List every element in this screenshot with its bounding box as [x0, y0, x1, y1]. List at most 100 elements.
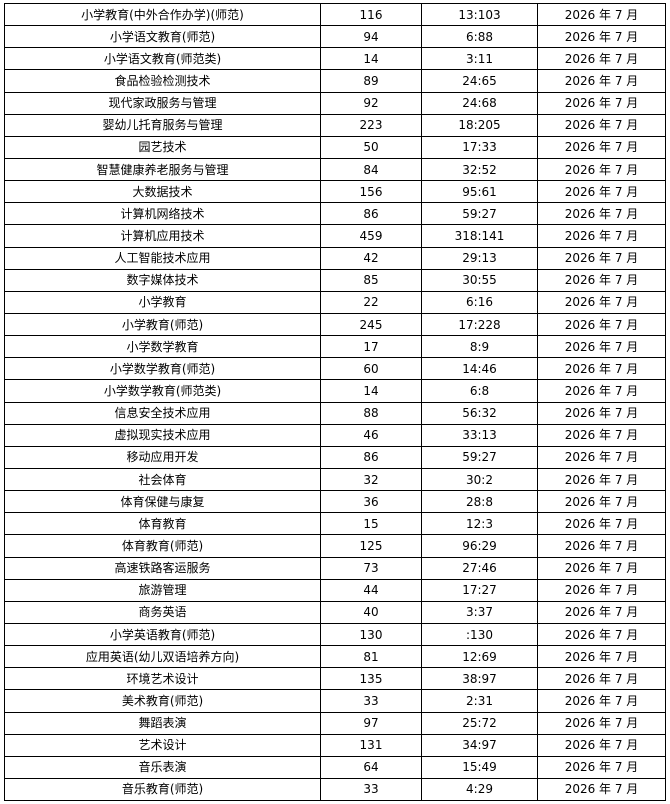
graduation-date-cell: 2026 年 7 月 — [537, 224, 666, 248]
count-cell: 81 — [320, 645, 422, 669]
major-name-cell: 大数据技术 — [4, 180, 321, 204]
ratio-cell: 6:8 — [421, 379, 538, 403]
major-name-cell: 艺术设计 — [4, 733, 321, 757]
ratio-cell: 15:49 — [421, 755, 538, 779]
table-row: 小学教育 22 6:16 2026 年 7 月 — [4, 290, 666, 314]
ratio-cell: 13:103 — [421, 2, 538, 27]
major-name-cell: 小学教育 — [4, 290, 321, 314]
count-cell: 33 — [320, 777, 422, 802]
major-name-cell: 小学教育(中外合作办学)(师范) — [4, 2, 321, 27]
count-cell: 73 — [320, 556, 422, 580]
graduation-date-cell: 2026 年 7 月 — [537, 556, 666, 580]
ratio-cell: 30:2 — [421, 467, 538, 492]
table-row: 食品检验检测技术 89 24:65 2026 年 7 月 — [4, 69, 666, 93]
graduation-date-cell: 2026 年 7 月 — [537, 379, 666, 403]
ratio-cell: 59:27 — [421, 445, 538, 469]
graduation-date-cell: 2026 年 7 月 — [537, 490, 666, 514]
graduation-date-cell: 2026 年 7 月 — [537, 69, 666, 93]
major-name-cell: 人工智能技术应用 — [4, 246, 321, 270]
table-row: 商务英语 40 3:37 2026 年 7 月 — [4, 600, 666, 624]
table-row: 小学教育(师范) 245 17:228 2026 年 7 月 — [4, 312, 666, 337]
count-cell: 84 — [320, 157, 422, 182]
major-name-cell: 信息安全技术应用 — [4, 401, 321, 425]
count-cell: 97 — [320, 711, 422, 735]
count-cell: 459 — [320, 224, 422, 248]
ratio-cell: 4:29 — [421, 777, 538, 802]
count-cell: 85 — [320, 268, 422, 292]
graduation-date-cell: 2026 年 7 月 — [537, 733, 666, 757]
ratio-cell: 3:37 — [421, 600, 538, 624]
major-name-cell: 体育教育(师范) — [4, 534, 321, 558]
graduation-date-cell: 2026 年 7 月 — [537, 268, 666, 292]
major-name-cell: 小学语文教育(师范) — [4, 25, 321, 49]
count-cell: 245 — [320, 312, 422, 337]
major-name-cell: 体育教育 — [4, 512, 321, 536]
graduation-date-cell: 2026 年 7 月 — [537, 667, 666, 691]
count-cell: 88 — [320, 401, 422, 425]
major-name-cell: 数字媒体技术 — [4, 268, 321, 292]
major-name-cell: 婴幼儿托育服务与管理 — [4, 113, 321, 137]
major-name-cell: 社会体育 — [4, 467, 321, 492]
ratio-cell: 34:97 — [421, 733, 538, 757]
major-name-cell: 虚拟现实技术应用 — [4, 423, 321, 447]
ratio-cell: 2:31 — [421, 689, 538, 713]
ratio-cell: 6:16 — [421, 290, 538, 314]
ratio-cell: 17:228 — [421, 312, 538, 337]
count-cell: 15 — [320, 512, 422, 536]
graduation-date-cell: 2026 年 7 月 — [537, 357, 666, 381]
table-row: 体育保健与康复 36 28:8 2026 年 7 月 — [4, 490, 666, 514]
graduation-date-cell: 2026 年 7 月 — [537, 600, 666, 624]
table-row: 音乐教育(师范) 33 4:29 2026 年 7 月 — [4, 777, 666, 802]
ratio-cell: 6:88 — [421, 25, 538, 49]
table-row: 婴幼儿托育服务与管理 223 18:205 2026 年 7 月 — [4, 113, 666, 137]
graduation-date-cell: 2026 年 7 月 — [537, 578, 666, 602]
count-cell: 42 — [320, 246, 422, 270]
table-row: 小学语文教育(师范类) 14 3:11 2026 年 7 月 — [4, 47, 666, 71]
graduation-date-cell: 2026 年 7 月 — [537, 622, 666, 647]
table-row: 小学数学教育(师范类) 14 6:8 2026 年 7 月 — [4, 379, 666, 403]
major-name-cell: 小学语文教育(师范类) — [4, 47, 321, 71]
major-name-cell: 体育保健与康复 — [4, 490, 321, 514]
count-cell: 32 — [320, 467, 422, 492]
ratio-cell: 96:29 — [421, 534, 538, 558]
major-name-cell: 智慧健康养老服务与管理 — [4, 157, 321, 182]
ratio-cell: :130 — [421, 622, 538, 647]
table-row: 虚拟现实技术应用 46 33:13 2026 年 7 月 — [4, 423, 666, 447]
ratio-cell: 318:141 — [421, 224, 538, 248]
ratio-cell: 28:8 — [421, 490, 538, 514]
count-cell: 92 — [320, 91, 422, 115]
major-name-cell: 小学教育(师范) — [4, 312, 321, 337]
ratio-cell: 17:27 — [421, 578, 538, 602]
graduation-date-cell: 2026 年 7 月 — [537, 202, 666, 226]
graduation-date-cell: 2026 年 7 月 — [537, 180, 666, 204]
graduation-date-cell: 2026 年 7 月 — [537, 246, 666, 270]
major-name-cell: 舞蹈表演 — [4, 711, 321, 735]
count-cell: 44 — [320, 578, 422, 602]
ratio-cell: 27:46 — [421, 556, 538, 580]
count-cell: 14 — [320, 379, 422, 403]
ratio-cell: 12:69 — [421, 645, 538, 669]
ratio-cell: 59:27 — [421, 202, 538, 226]
table-row: 小学英语教育(师范) 130:130 2026 年 7 月 — [4, 622, 666, 647]
table-row: 小学数学教育(师范) 60 14:46 2026 年 7 月 — [4, 357, 666, 381]
graduation-date-cell: 2026 年 7 月 — [537, 467, 666, 492]
ratio-cell: 29:13 — [421, 246, 538, 270]
table-row: 旅游管理 44 17:27 2026 年 7 月 — [4, 578, 666, 602]
count-cell: 223 — [320, 113, 422, 137]
table-row: 信息安全技术应用 88 56:32 2026 年 7 月 — [4, 401, 666, 425]
count-cell: 33 — [320, 689, 422, 713]
graduation-date-cell: 2026 年 7 月 — [537, 47, 666, 71]
graduation-date-cell: 2026 年 7 月 — [537, 645, 666, 669]
major-name-cell: 食品检验检测技术 — [4, 69, 321, 93]
ratio-cell: 33:13 — [421, 423, 538, 447]
graduation-date-cell: 2026 年 7 月 — [537, 777, 666, 802]
graduation-date-cell: 2026 年 7 月 — [537, 512, 666, 536]
major-name-cell: 音乐教育(师范) — [4, 777, 321, 802]
major-name-cell: 旅游管理 — [4, 578, 321, 602]
major-name-cell: 美术教育(师范) — [4, 689, 321, 713]
table-row: 高速铁路客运服务 73 27:46 2026 年 7 月 — [4, 556, 666, 580]
table-row: 智慧健康养老服务与管理 84 32:52 2026 年 7 月 — [4, 157, 666, 182]
ratio-cell: 32:52 — [421, 157, 538, 182]
table-row: 应用英语(幼儿双语培养方向) 81 12:69 2026 年 7 月 — [4, 645, 666, 669]
graduation-date-cell: 2026 年 7 月 — [537, 423, 666, 447]
